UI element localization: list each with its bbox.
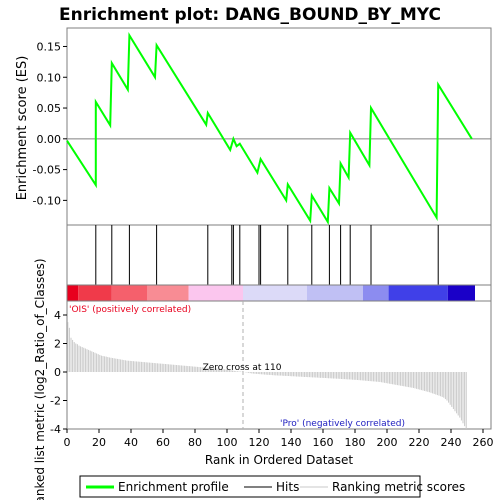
es-y-tick-label: 0.05: [37, 102, 62, 115]
colorbar-segment: [67, 285, 79, 301]
es-y-tick-label: 0.15: [37, 40, 62, 53]
colorbar-segment: [447, 285, 475, 301]
es-y-axis-label: Enrichment score (ES): [15, 56, 30, 201]
es-y-tick-label: -0.05: [33, 164, 61, 177]
positive-class-label: 'OIS' (positively correlated): [69, 305, 191, 315]
x-tick-label: 60: [156, 436, 170, 449]
enrichment-profile-line: [66, 32, 473, 226]
x-tick-label: 160: [313, 436, 334, 449]
chart-title: Enrichment plot: DANG_BOUND_BY_MYC: [59, 5, 441, 25]
legend-label: Hits: [276, 480, 299, 494]
x-tick-label: 240: [441, 436, 462, 449]
x-axis-ticks: 0 20 40 60 80 100 120 140 160 180 200 220 240 260: [64, 429, 494, 449]
ranking-metric-bars: [67, 322, 467, 429]
colorbar-segment: [111, 285, 147, 301]
metric-y-tick-label: -4: [50, 423, 61, 436]
x-tick-label: 80: [188, 436, 202, 449]
hits-panel: [66, 224, 492, 286]
x-tick-label: 20: [92, 436, 106, 449]
x-tick-label: 200: [377, 436, 398, 449]
x-tick-label: 260: [473, 436, 494, 449]
x-tick-label: 40: [124, 436, 138, 449]
x-tick-label: 100: [217, 436, 238, 449]
es-y-ticks: 0.15 0.10 0.05 0.00 -0.05 -0.10: [33, 40, 67, 207]
colorbar-segment: [78, 285, 112, 301]
metric-panel-frame: [66, 300, 492, 430]
x-tick-label: 120: [249, 436, 270, 449]
metric-y-axis-label: Ranked list metric (log2_Ratio_of_Classe…: [33, 258, 47, 500]
enrichment-panel: 0.15 0.10 0.05 0.00 -0.05 -0.10 Enrichment sc…: [15, 27, 492, 226]
es-y-tick-label: -0.10: [33, 194, 61, 207]
zero-cross-label: Zero cross at 110: [203, 363, 282, 373]
negative-class-label: 'Pro' (negatively correlated): [280, 419, 405, 429]
es-y-tick-label: 0.10: [37, 71, 62, 84]
x-tick-label: 180: [345, 436, 366, 449]
metric-panel: 420-2-4 'OIS' (positively correlated) 'P…: [33, 258, 492, 500]
colorbar-segment: [243, 285, 307, 301]
colorbar-segment: [363, 285, 389, 301]
colorbar-segment: [188, 285, 243, 301]
x-tick-label: 140: [281, 436, 302, 449]
es-y-tick-label: 0.00: [37, 133, 62, 146]
metric-y-ticks: 4 2 0 -2 -4: [50, 309, 67, 436]
metric-y-tick-label: 4: [54, 309, 61, 322]
legend-label: Enrichment profile: [118, 480, 229, 494]
x-tick-label: 0: [64, 436, 71, 449]
x-tick-label: 220: [409, 436, 430, 449]
metric-y-tick-label: 2: [54, 338, 61, 351]
hit-marks: [95, 225, 439, 285]
colorbar-segment: [147, 285, 189, 301]
x-axis-label: Rank in Ordered Dataset: [205, 453, 353, 467]
legend: Enrichment profile Hits Ranking metric sco…: [79, 475, 465, 498]
colorbar-segment: [307, 285, 363, 301]
enrichment-panel-frame: [66, 27, 492, 226]
hits-panel-frame: [66, 224, 492, 286]
legend-label: Ranking metric scores: [332, 480, 465, 494]
metric-y-tick-label: 0: [54, 366, 61, 379]
metric-y-tick-label: -2: [50, 395, 61, 408]
colorbar-segment: [388, 285, 448, 301]
rank-colorbar: [66, 284, 492, 302]
